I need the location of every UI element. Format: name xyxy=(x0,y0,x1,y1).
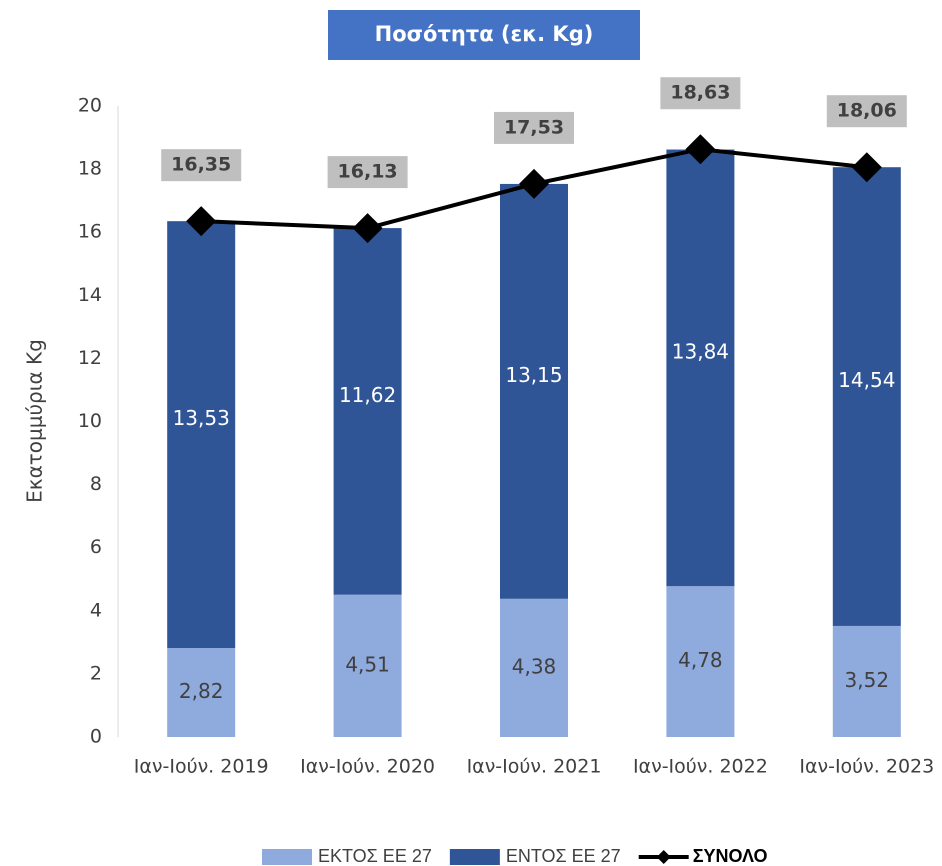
y-tick-label: 6 xyxy=(90,536,102,558)
data-label: 11,62 xyxy=(339,383,396,407)
data-label: 13,84 xyxy=(672,339,729,363)
legend-swatch xyxy=(449,849,500,865)
title-box xyxy=(328,10,640,60)
legend-swatch xyxy=(262,849,312,865)
data-label: 16,35 xyxy=(171,154,231,176)
bar xyxy=(167,221,236,649)
data-label: 18,06 xyxy=(837,100,897,122)
y-tick-label: 16 xyxy=(78,221,102,243)
data-label: 4,78 xyxy=(678,648,723,672)
bar xyxy=(333,228,402,595)
data-label: 18,63 xyxy=(670,82,730,104)
data-label: 3,52 xyxy=(845,668,890,692)
legend-label: ΣΥΝΟΛΟ xyxy=(693,846,768,866)
marker xyxy=(352,213,383,244)
y-tick-label: 20 xyxy=(78,95,102,117)
data-label-box xyxy=(494,111,574,144)
data-label-box xyxy=(161,149,242,182)
y-tick-label: 12 xyxy=(78,347,102,369)
marker xyxy=(851,152,882,183)
data-label: 2,82 xyxy=(179,679,224,703)
y-tick-label: 10 xyxy=(78,410,102,432)
legend-marker xyxy=(656,850,671,864)
x-tick-label: Ιαν-Ιούν. 2022 xyxy=(633,756,768,778)
y-axis-label: Εκατομμύρια Kg xyxy=(23,339,47,503)
data-label-box xyxy=(327,156,408,189)
data-label: 13,53 xyxy=(173,406,230,430)
y-tick-label: 0 xyxy=(90,726,102,748)
marker xyxy=(685,134,716,165)
data-label: 4,38 xyxy=(512,654,557,678)
bar xyxy=(832,625,901,737)
legend-label: ΕΚΤΟΣ ΕΕ 27 xyxy=(318,846,432,866)
bar xyxy=(666,149,735,587)
marker xyxy=(519,168,549,199)
bar xyxy=(500,183,568,599)
data-label: 14,54 xyxy=(838,368,895,392)
data-label: 16,13 xyxy=(338,161,398,183)
y-tick-label: 18 xyxy=(78,158,102,180)
bar xyxy=(666,586,735,737)
y-tick-label: 2 xyxy=(90,662,102,684)
legend-label: ΕΝΤΟΣ ΕΕ 27 xyxy=(506,846,621,866)
y-tick-label: 14 xyxy=(78,284,102,306)
data-label: 13,15 xyxy=(505,363,562,387)
y-tick-label: 4 xyxy=(90,599,102,621)
y-tick-label: 8 xyxy=(90,473,102,495)
data-label: 17,53 xyxy=(504,116,564,138)
data-label-box xyxy=(826,95,907,128)
bar xyxy=(333,594,402,737)
data-label-box xyxy=(660,77,741,110)
x-tick-label: Ιαν-Ιούν. 2023 xyxy=(799,756,934,778)
data-label: 4,51 xyxy=(345,652,390,676)
x-tick-label: Ιαν-Ιούν. 2020 xyxy=(300,756,435,778)
x-tick-label: Ιαν-Ιούν. 2019 xyxy=(134,756,269,778)
marker xyxy=(186,206,217,237)
x-tick-label: Ιαν-Ιούν. 2021 xyxy=(467,756,602,778)
bar xyxy=(500,598,568,737)
bar xyxy=(832,167,901,626)
chart-title: Ποσότητα (εκ. Kg) xyxy=(375,22,594,46)
bar xyxy=(167,648,236,737)
